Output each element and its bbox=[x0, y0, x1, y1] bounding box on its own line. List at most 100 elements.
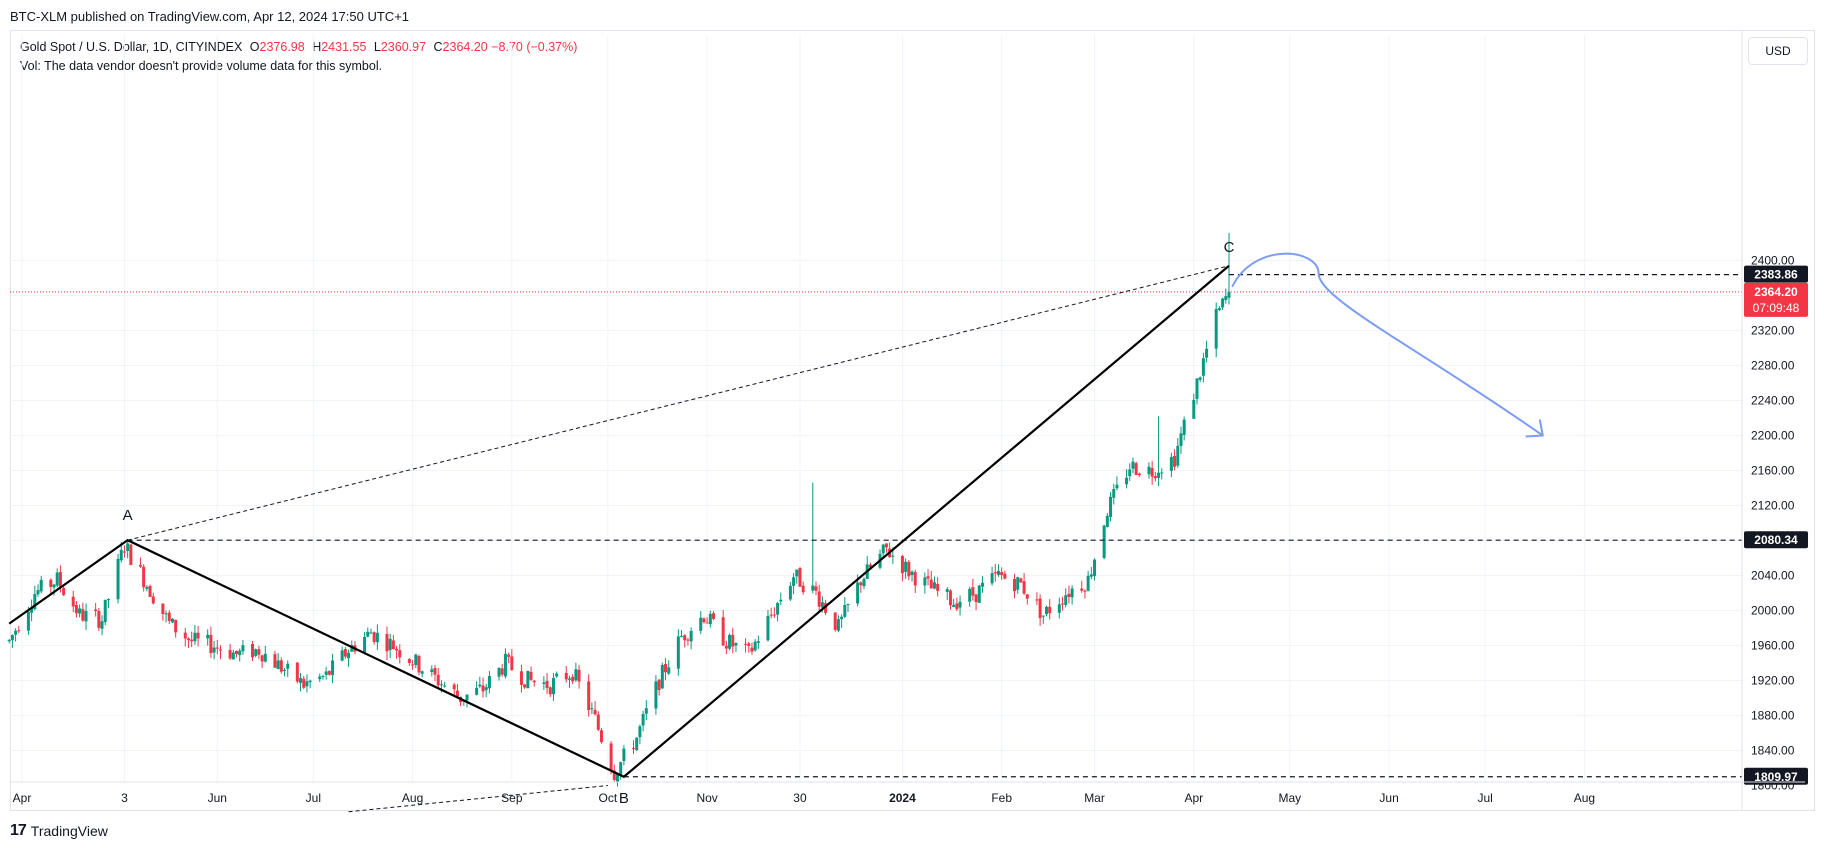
candle-body bbox=[215, 647, 219, 649]
candle-body bbox=[14, 630, 18, 635]
candle-body bbox=[734, 643, 738, 646]
candle-body bbox=[683, 635, 687, 641]
candle-body bbox=[945, 589, 949, 592]
candle-body bbox=[10, 634, 14, 641]
candle-body bbox=[721, 617, 725, 646]
candle-body bbox=[218, 649, 222, 651]
candle-body bbox=[190, 639, 194, 642]
candle-body bbox=[971, 587, 975, 596]
candle-body bbox=[926, 576, 930, 579]
candle-body bbox=[372, 632, 376, 642]
symbol-title[interactable]: Gold Spot / U.S. Dollar, 1D, CITYINDEX bbox=[20, 40, 243, 54]
candle-body bbox=[257, 649, 261, 655]
candle-body bbox=[795, 569, 799, 577]
candle-body bbox=[321, 676, 325, 678]
candle-body bbox=[1038, 598, 1042, 619]
candle-body bbox=[862, 578, 866, 587]
candle-body bbox=[30, 607, 34, 613]
candle-body bbox=[84, 610, 88, 622]
high-label: H bbox=[312, 40, 322, 54]
candle-body bbox=[689, 631, 693, 642]
candle-body bbox=[343, 649, 347, 657]
candle-body bbox=[500, 668, 504, 675]
candle-body bbox=[385, 634, 389, 652]
level-badge-label: 2080.34 bbox=[1754, 533, 1798, 547]
candle-body bbox=[503, 653, 507, 677]
last-price-label: 2364.20 bbox=[1754, 285, 1798, 299]
high-value: 2431.55 bbox=[321, 40, 367, 54]
candle-body bbox=[529, 671, 533, 680]
candle-body bbox=[299, 678, 303, 683]
candle-body bbox=[238, 650, 242, 656]
candle-body bbox=[327, 671, 331, 675]
candle-body bbox=[884, 543, 888, 548]
candle-body bbox=[788, 585, 792, 600]
candle-body bbox=[699, 617, 703, 631]
candle-body bbox=[776, 602, 780, 615]
x-tick-label: May bbox=[1278, 791, 1301, 805]
candle-body bbox=[523, 684, 527, 688]
y-tick-label: 1960.00 bbox=[1751, 639, 1795, 653]
candle-body bbox=[161, 603, 165, 615]
candle-body bbox=[241, 645, 245, 652]
candle-body bbox=[1153, 476, 1157, 479]
candle-body bbox=[577, 669, 581, 682]
candle-body bbox=[209, 635, 213, 654]
candle-body bbox=[1131, 461, 1135, 469]
candle-body bbox=[891, 555, 895, 557]
candle-body bbox=[856, 582, 860, 604]
candle-body bbox=[952, 604, 956, 607]
candle-body bbox=[1150, 468, 1154, 477]
candle-body bbox=[567, 678, 571, 680]
footer-branding: 17 TradingView bbox=[10, 822, 108, 840]
volume-note: Vol: The data vendor doesn't provide vol… bbox=[20, 59, 383, 73]
candle-body bbox=[881, 544, 885, 554]
countdown-label: 07:09:48 bbox=[1753, 301, 1800, 315]
candle-body bbox=[1160, 472, 1164, 474]
candle-body bbox=[728, 634, 732, 649]
candle-body bbox=[977, 585, 981, 603]
candle-body bbox=[478, 684, 482, 687]
currency-button[interactable]: USD bbox=[1748, 37, 1808, 65]
candle-body bbox=[811, 585, 815, 591]
candle-body bbox=[731, 634, 735, 647]
candle-body bbox=[71, 596, 75, 607]
candle-body bbox=[980, 582, 984, 587]
candle-body bbox=[286, 663, 290, 669]
candle-body bbox=[487, 676, 491, 689]
abc-pattern-line bbox=[8, 264, 1230, 779]
pattern-label-a: A bbox=[123, 507, 133, 524]
candle-body bbox=[119, 549, 123, 561]
candle-body bbox=[1070, 588, 1074, 598]
candle-body bbox=[81, 609, 85, 621]
candle-body bbox=[254, 649, 258, 656]
x-tick-label: 2024 bbox=[889, 791, 916, 805]
candle-body bbox=[859, 582, 863, 586]
candle-body bbox=[1134, 463, 1138, 475]
candle-body bbox=[439, 684, 443, 686]
candle-body bbox=[676, 636, 680, 669]
candle-body bbox=[97, 610, 101, 628]
y-tick-label: 2400.00 bbox=[1751, 254, 1795, 268]
candle-body bbox=[129, 544, 133, 566]
candle-body bbox=[1198, 377, 1202, 380]
y-tick-label: 1880.00 bbox=[1751, 709, 1795, 723]
candle-body bbox=[955, 603, 959, 610]
candle-body bbox=[548, 687, 552, 695]
candle-body bbox=[1035, 599, 1039, 601]
candle-body bbox=[990, 573, 994, 584]
candle-body bbox=[817, 591, 821, 607]
candle-body bbox=[475, 687, 479, 695]
candle-body bbox=[840, 616, 844, 620]
candle-body bbox=[1025, 594, 1029, 599]
candle-body bbox=[593, 709, 597, 715]
candle-body bbox=[116, 558, 120, 600]
candle-body bbox=[74, 604, 78, 614]
candle-body bbox=[411, 664, 415, 666]
candle-body bbox=[183, 632, 187, 639]
candle-body bbox=[801, 585, 805, 593]
x-tick-label: Apr bbox=[1184, 791, 1203, 805]
level-badge bbox=[1744, 265, 1808, 283]
candle-body bbox=[186, 638, 190, 641]
